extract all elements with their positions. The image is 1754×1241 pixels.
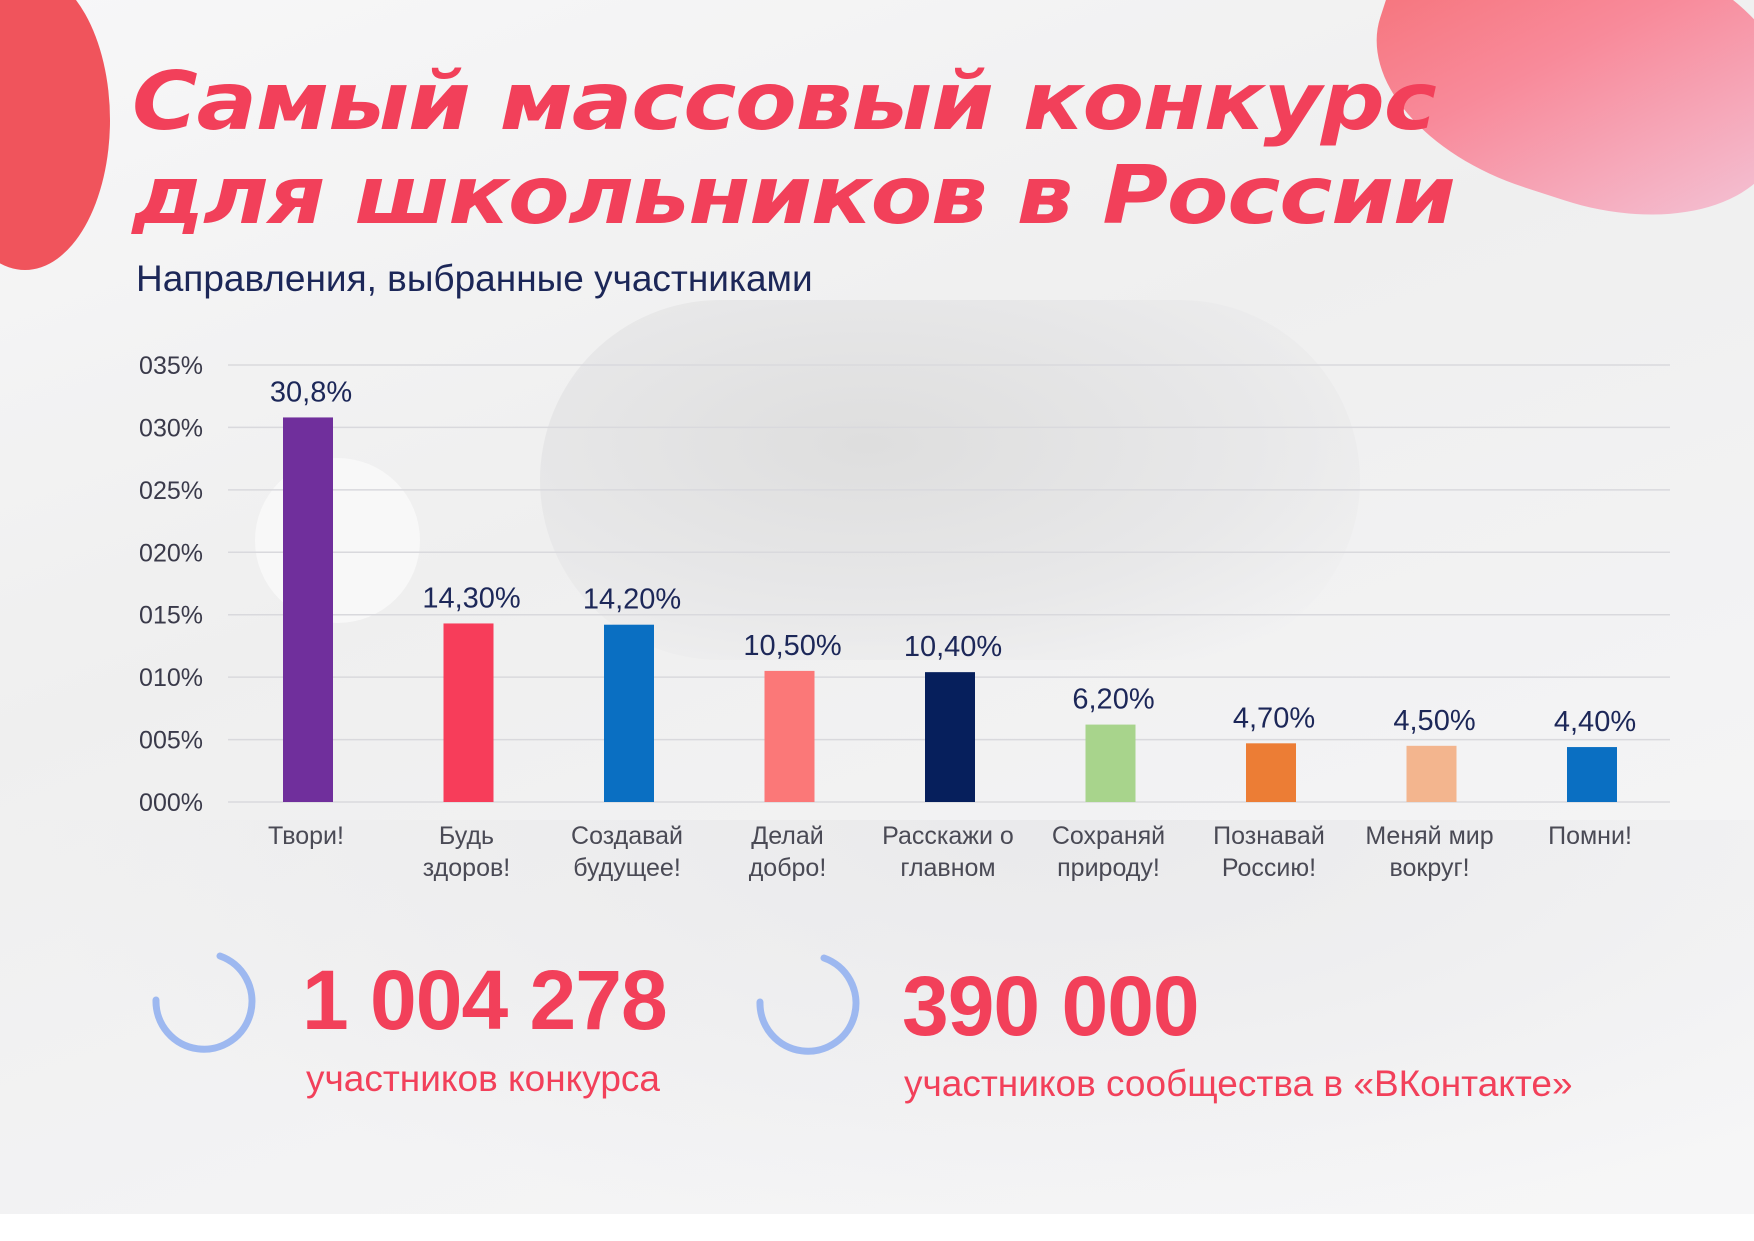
data-label: 14,30% [422,582,520,614]
data-label: 4,40% [1554,706,1636,738]
y-tick-label: 035% [139,352,203,380]
y-axis-ticks: 000% 005% 010% 015% 020% 025% 030% 035% [139,352,203,817]
title-line-1: Самый массовый конкурс [132,55,1437,148]
bar [925,672,975,802]
x-tick-label: Познавай [1213,822,1325,850]
y-tick-label: 020% [139,539,203,567]
x-tick-label: Будь [439,822,494,850]
page-title: Самый массовый конкурс для школьников в … [132,55,1456,243]
community-label: участников сообщества в «ВКонтакте» [904,1063,1573,1104]
chart-subtitle: Направления, выбранные участниками [136,258,813,299]
bar [1085,724,1136,802]
data-label: 4,50% [1393,705,1475,737]
background-shape-bottom [0,820,1754,1214]
x-axis-labels: Твори! Будь здоров! Создавай будущее! Делай до… [268,822,1632,882]
background-shape-middle [540,300,1360,660]
x-tick-label: Россию! [1222,854,1316,882]
bar [283,417,333,802]
y-tick-label: 025% [139,477,203,505]
x-tick-label: Сохраняй [1052,822,1165,850]
x-tick-label: вокруг! [1389,854,1469,882]
data-label: 14,20% [583,584,681,616]
y-tick-label: 010% [139,664,203,692]
chart-data-labels: 30,8% 14,30% 14,20% 10,50% 10,40% 6,20% 4,70% 4… [270,376,1636,738]
x-tick-label: Твори! [268,822,344,850]
x-tick-label: будущее! [573,854,681,882]
x-tick-label: Расскажи о [882,822,1014,850]
progress-arc-icon [752,950,864,1066]
bar-chart: 000% 005% 010% 015% 020% 025% 030% 035% 30,8% 14… [139,352,1670,882]
bar [604,624,654,802]
data-label: 10,40% [904,631,1002,663]
data-label: 10,50% [743,630,841,662]
bar [1246,743,1296,802]
background-circle [255,458,420,623]
y-tick-label: 000% [139,789,203,817]
poster-background: Самый массовый конкурс для школьников в … [0,0,1754,1214]
y-tick-label: 030% [139,414,203,442]
x-tick-label: Помни! [1548,822,1632,850]
chart-bars [283,417,1617,802]
title-line-2: для школьников в России [132,149,1456,242]
bar [1406,745,1457,802]
x-tick-label: Создавай [571,822,683,850]
x-tick-label: Делай [751,822,823,850]
y-tick-label: 005% [139,727,203,755]
x-tick-label: главном [900,854,995,882]
bar [443,623,494,802]
data-label: 30,8% [270,376,352,408]
progress-arc-icon [148,948,260,1064]
x-tick-label: здоров! [423,854,510,882]
data-label: 4,70% [1233,702,1315,734]
x-tick-label: природу! [1057,854,1160,882]
bar [1567,747,1617,802]
participants-count: 1 004 278 [302,953,668,1047]
participants-label: участников конкурса [306,1058,660,1099]
bar [764,670,815,802]
x-tick-label: Меняй мир [1365,822,1493,850]
x-tick-label: добро! [749,854,827,882]
data-label: 6,20% [1072,684,1154,716]
community-count: 390 000 [902,959,1200,1053]
y-tick-label: 015% [139,602,203,630]
